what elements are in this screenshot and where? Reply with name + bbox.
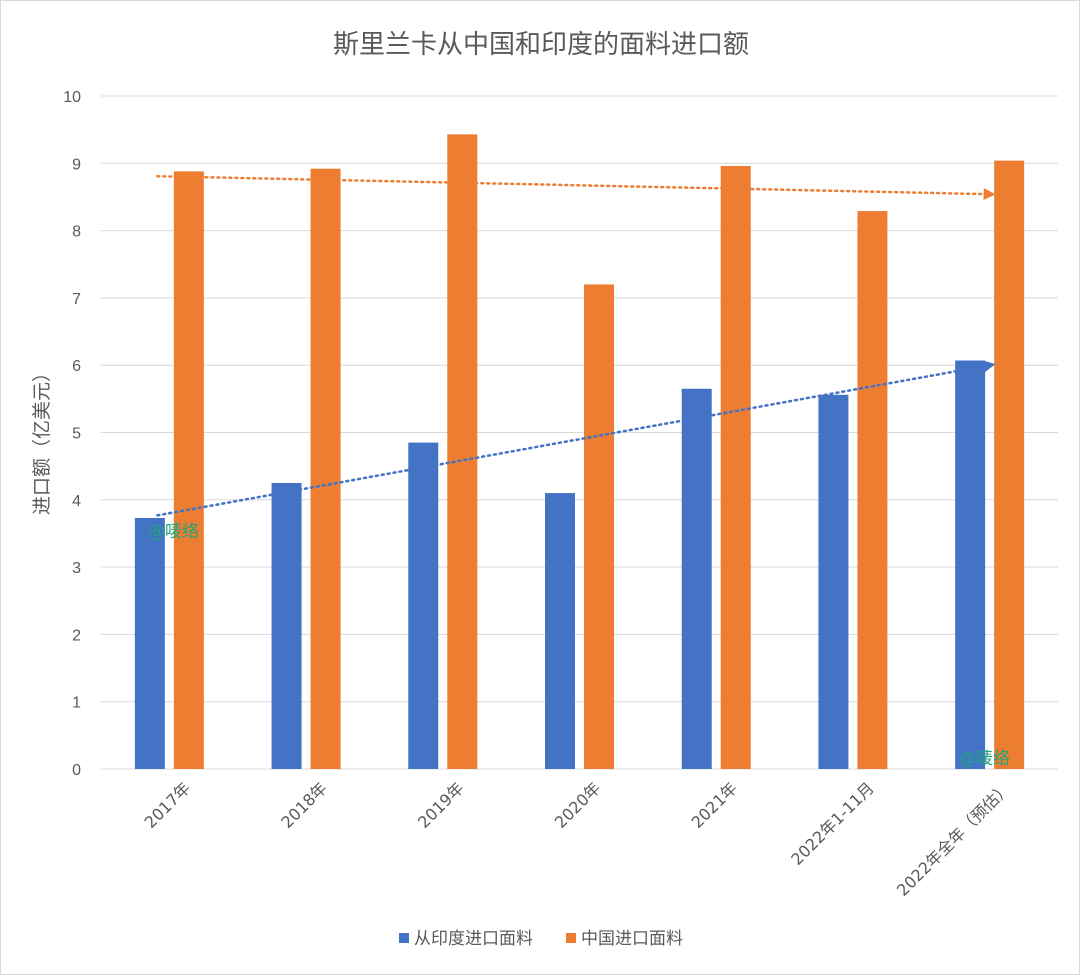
y-tick-label: 2 — [72, 627, 81, 644]
y-tick-label: 8 — [72, 224, 81, 241]
bar-china — [994, 160, 1025, 769]
y-tick-label: 10 — [63, 89, 81, 106]
x-tick-label: 2020年 — [551, 778, 605, 832]
legend-label-india: 从印度进口面料 — [414, 929, 533, 949]
x-tick-label: 2018年 — [277, 778, 331, 832]
x-tick-label: 2019年 — [414, 778, 468, 832]
y-tick-label: 4 — [72, 493, 81, 510]
watermark: @唛络 — [959, 749, 1010, 769]
bar-china — [584, 284, 614, 769]
x-tick-label: 2022年1-11月 — [787, 778, 878, 869]
legend-swatch-india — [399, 933, 409, 943]
x-tick-label: 2021年 — [687, 778, 741, 832]
y-tick-label: 1 — [72, 695, 81, 712]
chart-title: 斯里兰卡从中国和印度的面料进口额 — [333, 30, 749, 60]
bar-india — [408, 442, 439, 769]
bar-india — [134, 517, 165, 769]
gridlines — [101, 95, 1058, 770]
bar-india — [681, 388, 712, 769]
watermarks: @唛络 @唛络 — [148, 522, 1010, 769]
bar-india — [271, 482, 302, 769]
bar-china — [173, 171, 204, 770]
y-tick-label: 0 — [72, 762, 81, 779]
bars — [134, 134, 1025, 770]
watermark: @唛络 — [148, 522, 199, 542]
trendlines — [156, 174, 996, 517]
bar-india — [955, 360, 986, 769]
y-tick-label: 5 — [72, 426, 81, 443]
trendline-india-arrow — [982, 360, 996, 373]
bar-china — [447, 134, 478, 770]
legend-label-china: 中国进口面料 — [581, 929, 683, 949]
bar-china — [857, 211, 888, 769]
x-tick-label: 2017年 — [141, 778, 195, 832]
legend: 从印度进口面料 中国进口面料 — [399, 929, 683, 949]
y-tick-label: 6 — [72, 358, 81, 375]
trendline-china-arrow — [983, 188, 996, 201]
y-tick-label: 9 — [72, 156, 81, 173]
y-axis-ticks: 0 1 2 3 4 5 6 7 8 9 10 — [63, 89, 81, 779]
bar-china — [310, 168, 341, 769]
y-axis-label: 进口额（亿美元） — [31, 363, 53, 515]
x-axis-ticks: 2017年 2018年 2019年 2020年 2021年 2022年1-11月 2022年… — [141, 778, 1015, 899]
y-tick-label: 7 — [72, 291, 81, 308]
bar-india — [818, 394, 849, 769]
legend-swatch-china — [566, 933, 576, 943]
bar-india — [545, 493, 575, 769]
bar-china — [720, 165, 751, 769]
y-tick-label: 3 — [72, 560, 81, 577]
x-tick-label: 2022年全年（预估） — [893, 778, 1014, 899]
trendline-china — [156, 174, 993, 196]
